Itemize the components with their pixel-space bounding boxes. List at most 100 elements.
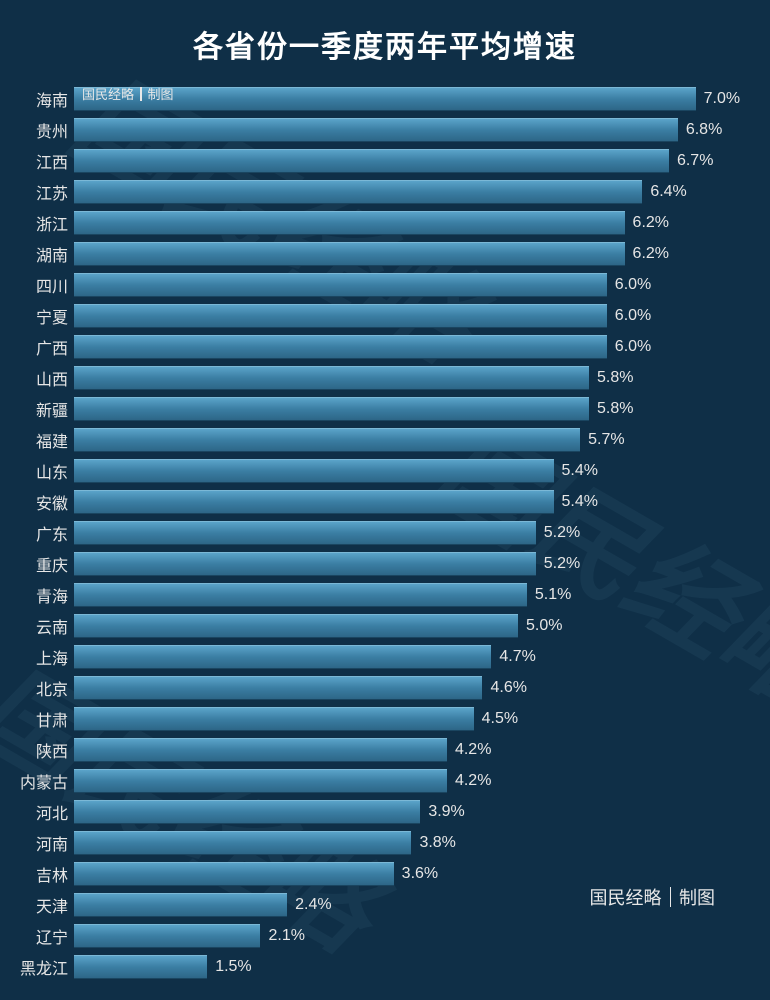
bar-row: 黑龙江1.5% [12,952,740,982]
category-label: 湖南 [12,242,74,266]
category-label: 海南 [12,87,74,111]
value-label: 6.7% [677,152,713,170]
category-label: 宁夏 [12,304,74,328]
category-label: 吉林 [12,862,74,886]
category-label: 甘肃 [12,707,74,731]
bar-chart: 海南7.0%贵州6.8%江西6.7%江苏6.4%浙江6.2%湖南6.2%四川6.… [0,84,770,982]
value-label: 3.6% [402,865,438,883]
bar-zone: 5.2% [74,549,740,579]
category-label: 重庆 [12,552,74,576]
bar-zone: 2.1% [74,921,740,951]
source-left: 国民经略 [590,884,662,910]
bar-zone: 5.1% [74,580,740,610]
bar-row: 云南5.0% [12,611,740,641]
category-label: 青海 [12,583,74,607]
bar-zone: 5.7% [74,425,740,455]
value-label: 6.4% [650,183,686,201]
bar-row: 重庆5.2% [12,549,740,579]
category-label: 山西 [12,366,74,390]
bar-zone: 5.0% [74,611,740,641]
bar: 5.8% [74,397,589,421]
bar-row: 青海5.1% [12,580,740,610]
bar-zone: 6.8% [74,115,740,145]
value-label: 5.0% [526,617,562,635]
bar-row: 陕西4.2% [12,735,740,765]
bar-zone: 6.0% [74,332,740,362]
bar: 4.2% [74,738,447,762]
value-label: 4.2% [455,741,491,759]
bar: 3.9% [74,800,420,824]
bar: 2.1% [74,924,260,948]
bar: 3.6% [74,862,394,886]
value-label: 6.0% [615,307,651,325]
value-label: 4.5% [482,710,518,728]
bar: 4.6% [74,676,482,700]
source-right: 制图 [148,84,174,103]
source-left: 国民经略 [82,84,134,103]
bar: 6.2% [74,211,625,235]
value-label: 7.0% [704,90,740,108]
category-label: 辽宁 [12,924,74,948]
bar: 6.0% [74,335,607,359]
bar-row: 北京4.6% [12,673,740,703]
value-label: 4.6% [490,679,526,697]
value-label: 2.4% [295,896,331,914]
value-label: 1.5% [215,958,251,976]
bar-zone: 6.7% [74,146,740,176]
value-label: 6.2% [633,245,669,263]
bar: 1.5% [74,955,207,979]
category-label: 浙江 [12,211,74,235]
bar-zone: 4.5% [74,704,740,734]
bar-zone: 6.0% [74,270,740,300]
value-label: 5.2% [544,524,580,542]
source-label-top: 国民经略 制图 [82,84,174,103]
bar: 5.2% [74,552,536,576]
bar-row: 山东5.4% [12,456,740,486]
bar-zone: 4.7% [74,642,740,672]
category-label: 广西 [12,335,74,359]
bar: 6.2% [74,242,625,266]
bar: 4.2% [74,769,447,793]
bar-zone: 3.8% [74,828,740,858]
category-label: 新疆 [12,397,74,421]
chart-title: 各省份一季度两年平均增速 [0,0,770,84]
bar-row: 安徽5.4% [12,487,740,517]
value-label: 2.1% [268,927,304,945]
category-label: 江西 [12,149,74,173]
source-label-bottom: 国民经略 制图 [590,884,716,910]
bar: 3.8% [74,831,411,855]
category-label: 黑龙江 [12,955,74,979]
bar-zone: 6.0% [74,301,740,331]
bar-zone: 3.9% [74,797,740,827]
value-label: 3.8% [419,834,455,852]
bar-zone: 6.2% [74,239,740,269]
bar-row: 贵州6.8% [12,115,740,145]
bar-row: 辽宁2.1% [12,921,740,951]
bar-zone: 5.4% [74,456,740,486]
bar-row: 新疆5.8% [12,394,740,424]
bar: 6.0% [74,304,607,328]
bar-row: 江苏6.4% [12,177,740,207]
value-label: 5.4% [562,462,598,480]
value-label: 6.0% [615,276,651,294]
bar-row: 江西 6.7% [12,146,740,176]
bar-zone: 5.8% [74,394,740,424]
value-label: 5.8% [597,369,633,387]
category-label: 内蒙古 [12,769,74,793]
bar: 4.5% [74,707,474,731]
category-label: 江苏 [12,180,74,204]
bar: 4.7% [74,645,491,669]
bar: 5.1% [74,583,527,607]
bar: 5.0% [74,614,518,638]
value-label: 5.1% [535,586,571,604]
category-label: 福建 [12,428,74,452]
category-label: 天津 [12,893,74,917]
bar-zone: 6.2% [74,208,740,238]
value-label: 5.7% [588,431,624,449]
bar: 6.0% [74,273,607,297]
divider-icon [140,87,142,101]
bar-row: 福建 5.7% [12,425,740,455]
source-right: 制图 [679,884,715,910]
bar: 6.4% [74,180,642,204]
divider-icon [670,887,672,907]
